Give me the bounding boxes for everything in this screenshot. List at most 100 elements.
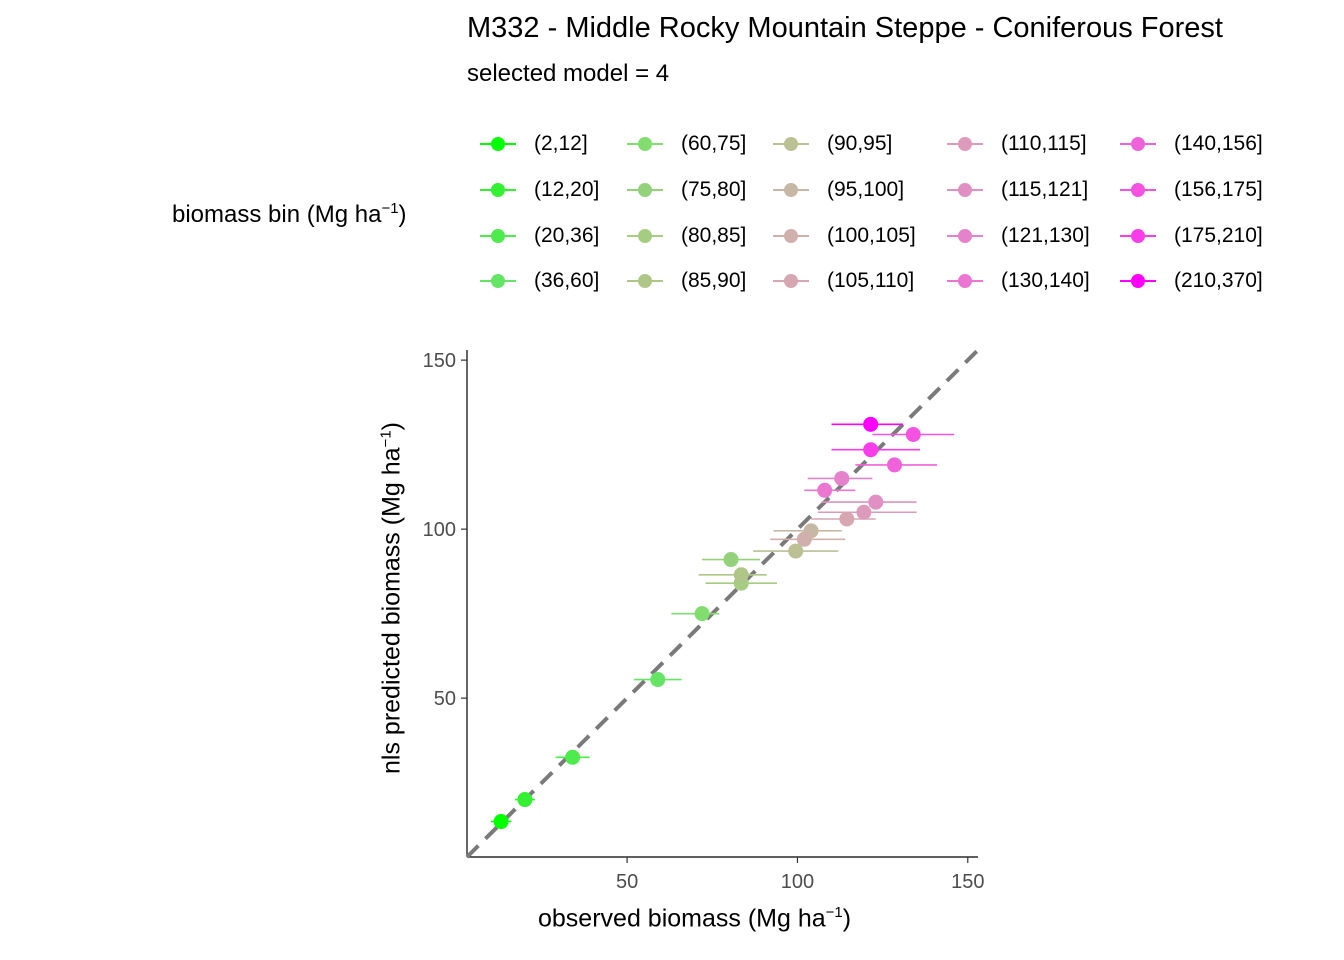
legend-key-dot (784, 229, 798, 243)
legend-item: (130,140] (947, 266, 1090, 296)
legend-label: (75,80] (681, 178, 747, 201)
y-tick-label: 100 (423, 519, 456, 541)
legend-item: (75,80] (627, 175, 746, 205)
x-axis-label-sup: −1 (825, 904, 843, 921)
data-point (863, 416, 879, 432)
legend-label: (110,115] (1001, 132, 1087, 155)
data-point (834, 470, 850, 486)
legend-key (480, 175, 516, 205)
legend-key (627, 175, 663, 205)
legend-key (1120, 175, 1156, 205)
chart-subtitle: selected model = 4 (467, 60, 670, 87)
legend-item: (85,90] (627, 266, 746, 296)
data-point (788, 543, 804, 559)
legend-key (627, 129, 663, 159)
legend-key-dot (638, 183, 652, 197)
chart-title: M332 - Middle Rocky Mountain Steppe - Co… (467, 12, 1223, 44)
legend-key (627, 266, 663, 296)
legend-key-dot (638, 137, 652, 151)
legend-key (1120, 129, 1156, 159)
legend-key (947, 266, 983, 296)
legend-key-dot (958, 183, 972, 197)
data-point (723, 552, 739, 568)
legend-key (1120, 221, 1156, 251)
data-point (887, 457, 903, 473)
legend-title-text: biomass bin (Mg ha (172, 201, 382, 228)
legend-item: (100,105] (773, 221, 916, 251)
legend-label: (175,210] (1174, 224, 1263, 247)
legend-label: (156,175] (1174, 178, 1263, 201)
legend-label: (85,90] (681, 269, 747, 292)
legend-label: (115,121] (1001, 178, 1089, 201)
legend-item: (110,115] (947, 129, 1087, 159)
x-tick-label: 100 (781, 871, 814, 893)
legend-item: (210,370] (1120, 266, 1263, 296)
legend-key (773, 221, 809, 251)
legend-key (773, 266, 809, 296)
legend-key-dot (638, 274, 652, 288)
legend-key-dot (784, 274, 798, 288)
data-point (817, 482, 833, 498)
legend-key (947, 175, 983, 205)
legend-title-close: ) (398, 201, 407, 228)
legend-item: (90,95] (773, 129, 892, 159)
x-axis-label-close: ) (842, 904, 852, 933)
legend-key (627, 221, 663, 251)
legend-label: (36,60] (534, 269, 600, 292)
legend-item: (156,175] (1120, 175, 1263, 205)
data-point (863, 442, 879, 458)
legend-item: (12,20] (480, 175, 599, 205)
legend-item: (121,130] (947, 221, 1090, 251)
data-point (839, 511, 855, 527)
legend-key-dot (1131, 183, 1145, 197)
data-point (856, 504, 872, 520)
data-point (493, 814, 509, 830)
x-tick-label: 50 (616, 871, 638, 893)
legend-title-sup: −1 (381, 200, 399, 217)
legend-label: (100,105] (827, 224, 916, 247)
reference-line (465, 348, 980, 859)
legend-label: (140,156] (1174, 132, 1263, 155)
x-axis-label-text: observed biomass (Mg ha (538, 904, 826, 933)
legend-key-dot (784, 183, 798, 197)
legend-key-dot (784, 137, 798, 151)
legend-item: (95,100] (773, 175, 904, 205)
data-point (517, 792, 533, 808)
x-tick-label: 150 (951, 871, 984, 893)
legend-item: (36,60] (480, 266, 599, 296)
legend-key-dot (958, 137, 972, 151)
legend-title: biomass bin (Mg ha−1) (172, 200, 407, 229)
data-point (868, 494, 884, 510)
y-axis-label: nls predicted biomass (Mg ha−1) (377, 422, 406, 774)
legend-label: (20,36] (534, 224, 600, 247)
data-point (694, 606, 710, 622)
legend-item: (115,121] (947, 175, 1088, 205)
legend-key-dot (1131, 229, 1145, 243)
legend-label: (2,12] (534, 132, 588, 155)
y-axis-label-sup: −1 (377, 430, 395, 448)
legend-item: (20,36] (480, 221, 599, 251)
legend-key (480, 129, 516, 159)
legend-item: (2,12] (480, 129, 588, 159)
y-axis-label-close: ) (377, 422, 406, 431)
legend-item: (80,85] (627, 221, 746, 251)
data-point (650, 672, 666, 688)
legend-key-dot (958, 229, 972, 243)
legend-key-dot (491, 183, 505, 197)
data-point (565, 749, 581, 765)
data-point (733, 567, 749, 583)
legend-item: (60,75] (627, 129, 746, 159)
legend-key (1120, 266, 1156, 296)
y-tick-label: 150 (423, 350, 456, 372)
legend-key (480, 266, 516, 296)
legend-key-dot (1131, 274, 1145, 288)
legend-label: (80,85] (681, 224, 747, 247)
legend-key (947, 221, 983, 251)
legend-label: (60,75] (681, 132, 747, 155)
legend-key-dot (491, 137, 505, 151)
legend-label: (90,95] (827, 132, 893, 155)
legend-key (773, 129, 809, 159)
legend-key-dot (638, 229, 652, 243)
legend-label: (95,100] (827, 178, 905, 201)
